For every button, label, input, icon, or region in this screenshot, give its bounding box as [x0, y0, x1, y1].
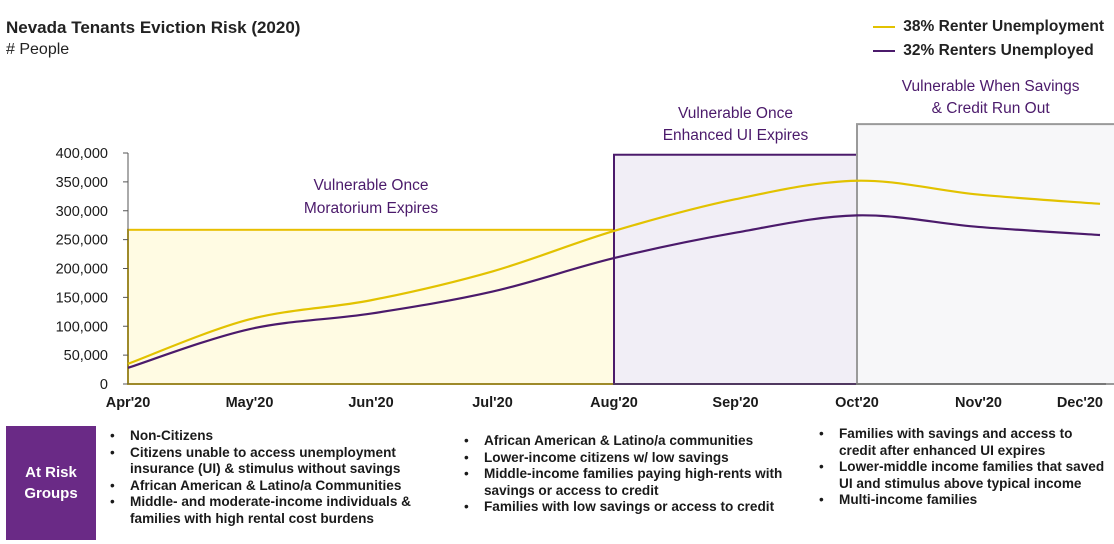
- y-tick-label: 150,000: [56, 290, 108, 306]
- phase-label-3: Vulnerable When Savings: [902, 78, 1080, 95]
- y-tick-label: 400,000: [56, 146, 108, 162]
- risk-group-2-item: African American & Latino/a communities: [458, 433, 808, 450]
- phase-label-3: & Credit Run Out: [932, 100, 1051, 117]
- risk-group-3: Families with savings and access to cred…: [813, 426, 1109, 509]
- at-risk-label: At Risk Groups: [24, 464, 78, 502]
- x-tick-label: Nov'20: [955, 395, 1002, 411]
- y-tick-label: 200,000: [56, 262, 108, 278]
- y-tick-label: 100,000: [56, 319, 108, 335]
- y-tick-label: 50,000: [64, 348, 108, 364]
- risk-group-2: African American & Latino/a communities …: [458, 433, 808, 516]
- risk-group-1-item: Citizens unable to access unemployment i…: [104, 445, 454, 478]
- phase-box-1: [127, 228, 615, 385]
- risk-group-3-item: Families with savings and access to cred…: [813, 426, 1109, 459]
- phase-label-2: Enhanced UI Expires: [663, 127, 809, 144]
- x-tick-label: Jul'20: [472, 395, 513, 411]
- risk-group-1-item: African American & Latino/a Communities: [104, 478, 454, 495]
- phase-label-1: Moratorium Expires: [304, 200, 439, 217]
- risk-group-2-item: Lower-income citizens w/ low savings: [458, 450, 808, 467]
- phase-box-2: [613, 153, 858, 385]
- legend-item-series-2: 32% Renters Unemployed: [873, 39, 1104, 63]
- chart-title: Nevada Tenants Eviction Risk (2020): [6, 18, 301, 37]
- x-tick-label: May'20: [226, 395, 274, 411]
- x-tick-label: Sep'20: [712, 395, 758, 411]
- phase-box-3: [856, 123, 1114, 385]
- legend-swatch-series-2: [873, 50, 896, 52]
- x-tick-label: Oct'20: [835, 395, 879, 411]
- x-tick-label: Aug'20: [590, 395, 638, 411]
- risk-group-3-item: Multi-income families: [813, 492, 1109, 509]
- legend-label-series-1: 38% Renter Unemployment: [903, 18, 1104, 35]
- risk-group-2-item: Middle-income families paying high-rents…: [458, 466, 808, 499]
- risk-group-1-item: Middle- and moderate-income individuals …: [104, 494, 454, 527]
- risk-group-3-item: Lower-middle income families that saved …: [813, 459, 1109, 492]
- y-tick-label: 300,000: [56, 204, 108, 220]
- y-tick-label: 0: [100, 377, 108, 393]
- chart-plot: Vulnerable Once Moratorium Expires Vulnera…: [56, 78, 1114, 411]
- x-tick-label: Dec'20: [1057, 395, 1103, 411]
- series-line-1: [127, 179, 1101, 365]
- risk-group-1: Non-Citizens Citizens unable to access u…: [104, 428, 454, 527]
- risk-group-1-item: Non-Citizens: [104, 428, 454, 445]
- y-tick-label: 350,000: [56, 175, 108, 191]
- chart-subtitle: # People: [6, 41, 70, 58]
- legend-item-series-1: 38% Renter Unemployment: [873, 15, 1104, 39]
- phase-label-2: Vulnerable Once: [678, 105, 793, 122]
- legend: 38% Renter Unemployment 32% Renters Unem…: [873, 15, 1104, 63]
- phase-label-1: Vulnerable Once: [314, 177, 429, 194]
- x-tick-label: Apr'20: [106, 395, 151, 411]
- risk-group-2-item: Families with low savings or access to c…: [458, 499, 808, 516]
- legend-swatch-series-1: [873, 26, 896, 28]
- legend-label-series-2: 32% Renters Unemployed: [903, 42, 1094, 59]
- at-risk-badge: At Risk Groups: [6, 426, 96, 540]
- x-tick-label: Jun'20: [348, 395, 393, 411]
- series-line-2: [127, 214, 1101, 369]
- y-tick-label: 250,000: [56, 233, 108, 249]
